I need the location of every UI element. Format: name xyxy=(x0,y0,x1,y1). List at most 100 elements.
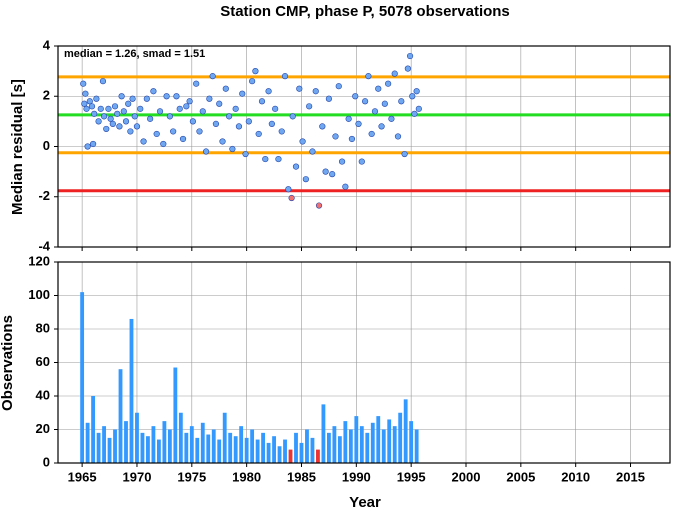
bar xyxy=(332,426,337,463)
bar xyxy=(113,429,117,463)
point xyxy=(388,115,395,122)
point xyxy=(268,120,275,127)
bar xyxy=(173,367,178,463)
point xyxy=(368,130,375,138)
bar xyxy=(129,318,134,463)
point xyxy=(120,108,127,115)
point xyxy=(352,93,359,100)
point xyxy=(401,150,408,158)
bar xyxy=(337,436,342,463)
point xyxy=(342,183,349,190)
point xyxy=(242,150,249,158)
point xyxy=(232,105,239,112)
bar xyxy=(135,412,139,463)
bar xyxy=(359,426,364,463)
point xyxy=(322,168,329,175)
point xyxy=(89,140,97,148)
point xyxy=(84,143,91,150)
point xyxy=(365,73,372,80)
point xyxy=(306,103,313,110)
point xyxy=(143,95,150,102)
bar xyxy=(239,426,244,463)
point xyxy=(166,113,173,120)
point xyxy=(189,118,197,125)
bar xyxy=(294,432,298,463)
bar xyxy=(277,446,282,463)
x-tick-label: 1975 xyxy=(177,469,206,484)
bar xyxy=(398,412,403,463)
point xyxy=(413,88,420,95)
point xyxy=(91,110,98,117)
point xyxy=(86,98,93,105)
x-tick-label: 2015 xyxy=(616,469,645,484)
point xyxy=(332,133,339,140)
point xyxy=(129,95,136,102)
point xyxy=(258,98,266,105)
y-axis-label: Median residual [s] xyxy=(9,79,26,215)
point xyxy=(345,115,352,122)
x-tick-label: 1985 xyxy=(287,469,316,484)
point xyxy=(371,108,379,115)
bar xyxy=(354,416,359,463)
point xyxy=(404,65,411,72)
x-tick-label: 1990 xyxy=(342,469,371,484)
y-tick-label: 100 xyxy=(28,287,50,302)
point xyxy=(186,98,193,105)
point xyxy=(100,113,108,120)
point xyxy=(170,128,177,135)
bar xyxy=(387,419,392,463)
y-tick-label: 0 xyxy=(43,138,50,153)
point xyxy=(212,120,220,127)
point xyxy=(245,118,252,125)
x-tick-label: 2010 xyxy=(561,469,590,484)
bar xyxy=(266,442,271,463)
point xyxy=(225,113,233,120)
annotation: median = 1.26, smad = 1.51 xyxy=(64,48,205,60)
point xyxy=(193,80,200,87)
bar xyxy=(91,396,96,463)
point xyxy=(348,135,356,143)
point xyxy=(335,83,342,90)
bar xyxy=(189,426,194,463)
x-tick-label: 1980 xyxy=(232,469,261,484)
bar xyxy=(326,432,331,463)
point xyxy=(163,93,170,100)
point xyxy=(183,103,190,110)
x-tick-label: 1995 xyxy=(397,469,426,484)
x-axis-label: Year xyxy=(349,494,381,511)
bar xyxy=(305,429,309,463)
point xyxy=(105,105,112,112)
point xyxy=(394,133,402,140)
y-tick-label: -2 xyxy=(38,188,50,203)
point xyxy=(385,80,392,87)
bar xyxy=(409,421,414,463)
point xyxy=(160,140,167,148)
point xyxy=(122,118,130,125)
point xyxy=(239,90,246,97)
point xyxy=(281,73,289,80)
bar xyxy=(156,439,161,463)
point xyxy=(206,95,213,102)
point xyxy=(411,110,418,117)
point xyxy=(319,123,326,130)
bar xyxy=(107,437,112,463)
point xyxy=(235,123,243,130)
point xyxy=(265,88,272,95)
point xyxy=(272,105,279,112)
point xyxy=(262,155,269,163)
bar xyxy=(321,404,326,463)
point xyxy=(338,158,346,165)
point xyxy=(176,105,183,112)
bar xyxy=(228,432,233,463)
point xyxy=(398,98,405,105)
point xyxy=(275,155,282,163)
point xyxy=(406,52,414,60)
point xyxy=(116,123,123,130)
x-tick-label: 2005 xyxy=(506,469,535,484)
bar xyxy=(85,422,90,463)
point xyxy=(216,100,223,107)
point xyxy=(209,73,216,80)
bar xyxy=(370,422,375,463)
point xyxy=(285,186,292,193)
bar xyxy=(80,292,85,463)
